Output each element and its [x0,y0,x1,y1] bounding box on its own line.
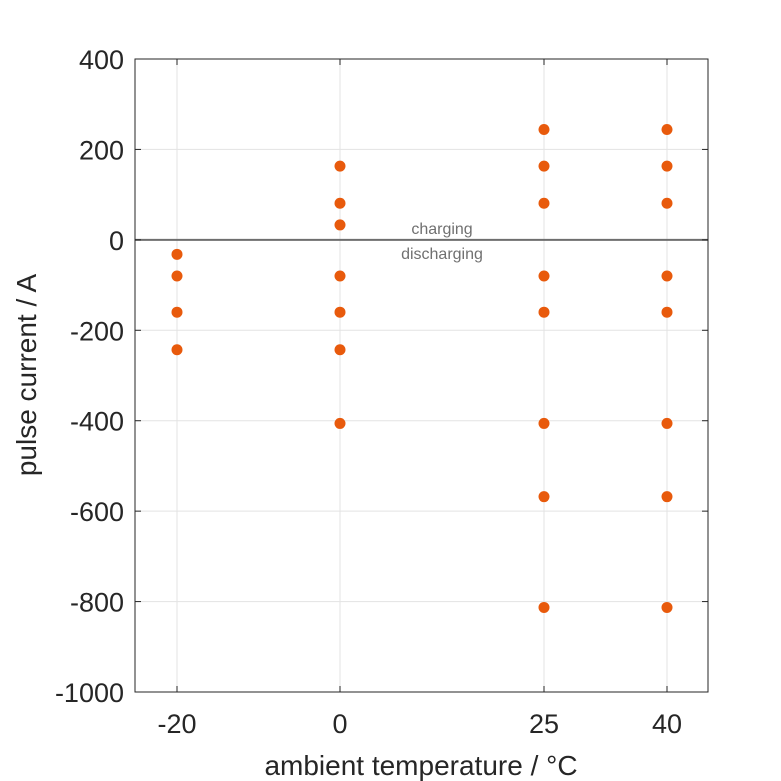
grid-lines [135,58,708,693]
data-point [661,306,673,318]
data-point [334,344,346,356]
data-point [171,248,183,260]
x-tick-label: 25 [529,709,559,739]
y-axis-label: pulse current / A [11,274,42,477]
annotation-discharging: discharging [401,246,483,263]
plot-area-border [134,58,709,693]
data-point [334,270,346,282]
data-point [538,601,550,613]
y-tick-label: -1000 [55,678,124,708]
x-tick-label: 40 [652,709,682,739]
tick-marks [135,58,708,693]
data-point [661,197,673,209]
x-tick-label: -20 [157,709,196,739]
data-point [661,601,673,613]
data-point [661,124,673,136]
x-tick-label: 0 [332,709,347,739]
annotation-charging: charging [411,221,472,238]
data-point [334,160,346,172]
y-tick-label: 0 [109,226,124,256]
data-point [334,197,346,209]
data-point [538,306,550,318]
data-point [171,270,183,282]
y-tick-label: 200 [79,135,124,165]
data-points [171,124,673,613]
y-tick-labels: 400 200 0 -200 -400 -600 -800 -1000 [55,45,124,708]
y-tick-label: -800 [70,588,124,618]
data-point [171,344,183,356]
y-tick-label: -200 [70,316,124,346]
data-point [538,270,550,282]
y-tick-label: 400 [79,45,124,75]
data-point [538,417,550,429]
data-point [538,124,550,136]
data-point [538,491,550,503]
data-point [538,197,550,209]
data-point [661,417,673,429]
y-tick-label: -400 [70,407,124,437]
y-tick-label: -600 [70,497,124,527]
data-point [334,306,346,318]
data-point [661,160,673,172]
data-point [334,417,346,429]
data-point [334,219,346,231]
data-point [538,160,550,172]
data-point [171,306,183,318]
data-point [661,270,673,282]
x-tick-labels: -20 0 25 40 [157,709,682,739]
x-axis-label: ambient temperature / °C [264,750,577,781]
data-point [661,491,673,503]
